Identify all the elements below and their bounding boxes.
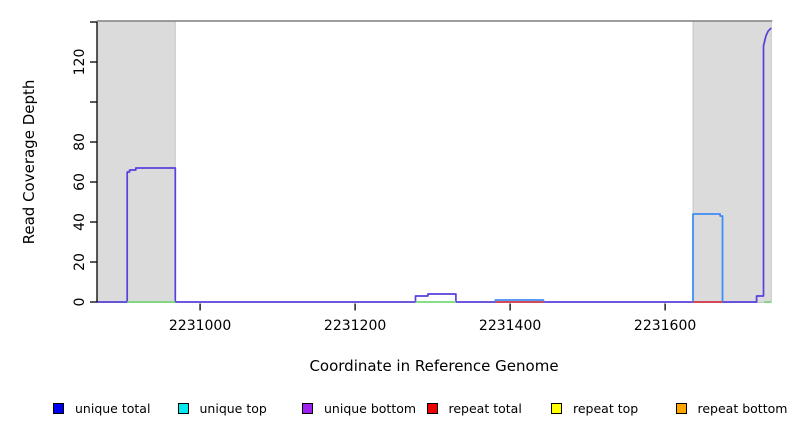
y-tick-label: 120 [72, 49, 88, 76]
x-tick-label: 2231600 [634, 318, 696, 334]
legend-swatch-icon [426, 403, 438, 414]
legend: unique total unique top unique bottom repea… [0, 395, 792, 429]
axes-layer: 0 20 40 60 80 120 2231000 2231200 2231400 2231600 [72, 21, 696, 334]
shaded-regions-layer [96, 20, 773, 303]
legend-label: unique bottom [324, 401, 417, 416]
legend-label: unique top [199, 401, 267, 416]
series-layer [97, 27, 772, 303]
legend-item-unique-total: unique total [53, 401, 150, 416]
legend-swatch-icon [177, 403, 189, 414]
legend-item-unique-bottom: unique bottom [302, 401, 416, 416]
y-axis-title: Read Coverage Depth [20, 80, 38, 245]
legend-item-repeat-top: repeat top [551, 401, 638, 416]
y-tick-label: 40 [72, 213, 88, 231]
unique-top-trace [692, 213, 724, 302]
y-tick-label: 80 [72, 133, 88, 151]
coverage-plot: 0 20 40 60 80 120 2231000 2231200 2231400 2231600… [20, 20, 773, 375]
legend-item-repeat-bottom: repeat bottom [675, 401, 788, 416]
y-tick-label: 0 [72, 298, 88, 307]
legend-label: repeat bottom [697, 401, 788, 416]
legend-label: repeat total [448, 401, 522, 416]
unique-top-trace [494, 299, 545, 302]
x-tick-label: 2231200 [324, 318, 386, 334]
legend-swatch-icon [675, 403, 687, 414]
masked-region-right [692, 20, 772, 303]
x-tick-label: 2231000 [169, 318, 231, 334]
legend-swatch-icon [551, 403, 562, 414]
y-tick-label: 60 [72, 173, 88, 191]
x-tick-label: 2231400 [479, 318, 541, 334]
legend-label: repeat top [573, 401, 639, 416]
x-axis-title: Coordinate in Reference Genome [309, 357, 558, 375]
masked-region-left [96, 20, 176, 303]
unique-coverage-trace [97, 27, 772, 303]
legend-swatch-icon [302, 403, 313, 414]
legend-swatch-icon [53, 403, 64, 414]
legend-item-repeat-total: repeat total [426, 401, 522, 416]
y-tick-label: 20 [72, 253, 88, 271]
legend-label: unique total [75, 401, 151, 416]
legend-item-unique-top: unique top [177, 401, 267, 416]
